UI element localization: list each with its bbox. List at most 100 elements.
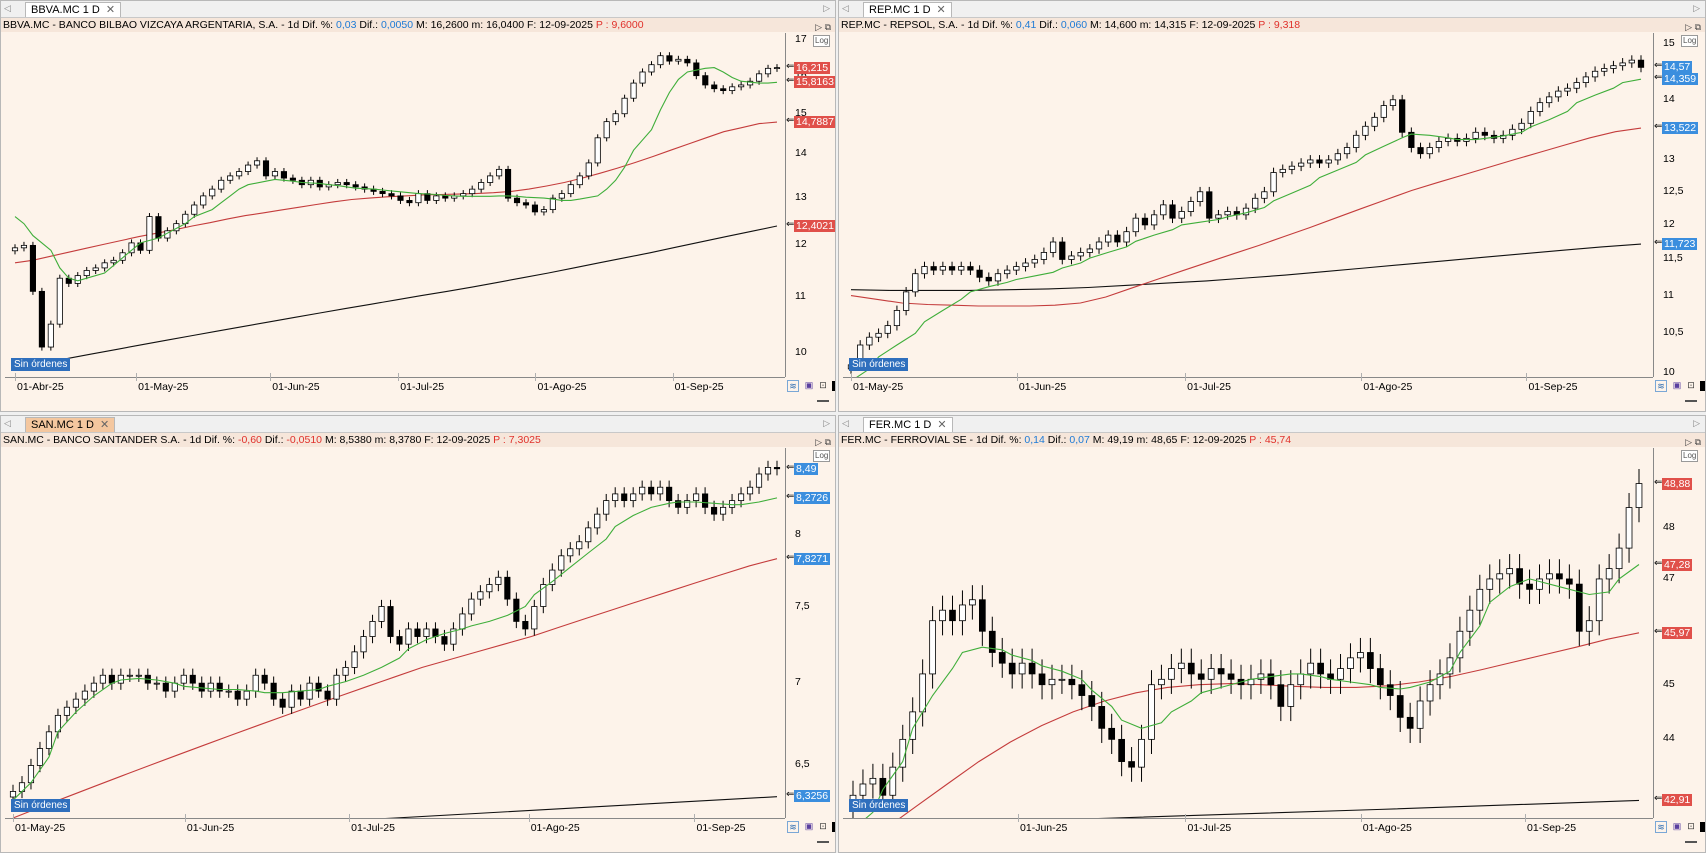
- chart-panel-san[interactable]: ◁ SAN.MC 1 D ✕ ▷ SAN.MC - BANCO SANTANDER…: [0, 415, 836, 853]
- y-tick-label: 13: [795, 191, 807, 204]
- scroll-indicator[interactable]: [1685, 400, 1697, 402]
- candle: [1367, 637, 1374, 684]
- close-icon[interactable]: ✕: [105, 4, 116, 16]
- candle: [1247, 664, 1255, 700]
- tab-scroll-left-icon[interactable]: ◁: [842, 3, 849, 13]
- close-icon[interactable]: ✕: [99, 419, 110, 431]
- date-tick: [1525, 814, 1527, 822]
- wave-indicator-icon[interactable]: ≋: [787, 821, 799, 833]
- max-value: 49,19: [1107, 434, 1134, 446]
- candle: [939, 595, 946, 636]
- candle: [738, 81, 745, 91]
- save-icon[interactable]: ▣: [804, 380, 814, 390]
- color-square-icon[interactable]: [832, 822, 835, 832]
- tab-scroll-right-icon[interactable]: ▷: [1693, 3, 1700, 13]
- tab-scroll-right-icon[interactable]: ▷: [823, 3, 830, 13]
- save-icon[interactable]: ▣: [1672, 821, 1682, 831]
- dif-pct-label: Dif. %:: [204, 434, 236, 446]
- price-chart[interactable]: [5, 448, 785, 818]
- candle: [245, 161, 252, 176]
- candle: [315, 676, 322, 698]
- x-date-label: 01-Jun-25: [1018, 381, 1067, 393]
- candle: [450, 622, 457, 651]
- orders-status-label: Sin órdenes: [849, 799, 909, 812]
- price-level-badge: 6,3256: [794, 789, 831, 802]
- chart-panel-fer[interactable]: ◁ FER.MC 1 D ✕ ▷ FER.MC - FERROVIAL SE - …: [838, 415, 1706, 853]
- candle: [1261, 186, 1268, 204]
- save-icon[interactable]: ▣: [1672, 380, 1682, 390]
- tab-scroll-right-icon[interactable]: ▷: [1693, 418, 1700, 428]
- layout-icon[interactable]: ⊡: [819, 821, 827, 831]
- candle: [56, 274, 63, 328]
- tab-label: FER.MC 1 D: [869, 419, 932, 431]
- window-controls-icon[interactable]: ▷ ⧉: [1685, 22, 1701, 32]
- candle: [442, 192, 449, 202]
- save-icon[interactable]: ▣: [804, 821, 814, 831]
- chart-panel-rep[interactable]: ◁ REP.MC 1 D ✕ ▷ REP.MC - REPSOL, S.A. - …: [838, 0, 1706, 412]
- level-arrow-icon: ⇐: [1654, 120, 1663, 132]
- tab-rep[interactable]: REP.MC 1 D ✕: [863, 2, 952, 17]
- window-controls-icon[interactable]: ▷ ⧉: [815, 22, 831, 32]
- log-scale-toggle[interactable]: Log: [1681, 35, 1699, 47]
- wave-indicator-icon[interactable]: ≋: [1655, 380, 1667, 392]
- log-scale-toggle[interactable]: Log: [813, 35, 831, 47]
- y-tick-label: 7,5: [795, 599, 810, 612]
- tab-san[interactable]: SAN.MC 1 D ✕: [25, 417, 116, 432]
- sma20-line: [12, 497, 778, 801]
- window-controls-icon[interactable]: ▷ ⧉: [1685, 437, 1701, 447]
- x-date-label: 01-Sep-25: [674, 381, 724, 393]
- tab-scroll-left-icon[interactable]: ◁: [4, 418, 11, 428]
- tab-scroll-left-icon[interactable]: ◁: [842, 418, 849, 428]
- y-axis-line: [1653, 448, 1654, 818]
- dif-label: Dif.:: [359, 19, 379, 31]
- price-chart[interactable]: [843, 33, 1653, 377]
- tab-fer[interactable]: FER.MC 1 D ✕: [863, 417, 953, 432]
- candle: [612, 110, 619, 126]
- candle: [1178, 206, 1185, 224]
- x-date-label: 01-Sep-25: [1528, 381, 1578, 393]
- candle: [1476, 574, 1484, 625]
- candle: [504, 570, 511, 606]
- candle: [1018, 648, 1026, 689]
- candle: [1206, 186, 1213, 224]
- price-chart[interactable]: [843, 448, 1653, 818]
- candle: [1048, 664, 1056, 700]
- log-scale-toggle[interactable]: Log: [1681, 450, 1699, 462]
- x-date-label: 01-Jun-25: [272, 381, 320, 393]
- candle: [325, 181, 332, 191]
- scroll-indicator[interactable]: [817, 841, 829, 843]
- wave-indicator-icon[interactable]: ≋: [1655, 821, 1667, 833]
- price-chart[interactable]: [5, 33, 785, 377]
- layout-icon[interactable]: ⊡: [819, 380, 827, 390]
- scroll-indicator[interactable]: [1685, 841, 1697, 843]
- candle: [1040, 247, 1048, 265]
- color-square-icon[interactable]: [1700, 381, 1705, 391]
- candle: [297, 684, 304, 706]
- scroll-indicator[interactable]: [817, 400, 829, 402]
- log-scale-toggle[interactable]: Log: [813, 450, 831, 462]
- orders-status-label: Sin órdenes: [11, 358, 71, 371]
- candle: [468, 592, 475, 621]
- candle: [729, 83, 736, 95]
- wave-indicator-icon[interactable]: ≋: [787, 380, 799, 392]
- color-square-icon[interactable]: [832, 381, 835, 391]
- tab-bbva[interactable]: BBVA.MC 1 D ✕: [25, 2, 122, 17]
- close-icon[interactable]: ✕: [937, 419, 947, 431]
- layout-icon[interactable]: ⊡: [1687, 821, 1695, 831]
- layout-icon[interactable]: ⊡: [1687, 380, 1695, 390]
- dif-pct-label: Dif. %:: [990, 434, 1022, 446]
- candle: [243, 684, 250, 706]
- date-label: F:: [424, 434, 434, 446]
- window-controls-icon[interactable]: ▷ ⧉: [815, 437, 831, 447]
- candle: [1141, 213, 1149, 230]
- p-value: 45,74: [1264, 434, 1292, 446]
- candle: [101, 259, 108, 272]
- candle: [1496, 559, 1504, 594]
- color-square-icon[interactable]: [1700, 822, 1705, 832]
- dif-value: -0,0510: [286, 434, 323, 446]
- close-icon[interactable]: ✕: [936, 4, 946, 16]
- tab-scroll-right-icon[interactable]: ▷: [823, 418, 830, 428]
- tab-scroll-left-icon[interactable]: ◁: [4, 3, 11, 13]
- chart-panel-bbva[interactable]: ◁ BBVA.MC 1 D ✕ ▷ BBVA.MC - BANCO BILBAO …: [0, 0, 836, 412]
- candle: [621, 94, 628, 118]
